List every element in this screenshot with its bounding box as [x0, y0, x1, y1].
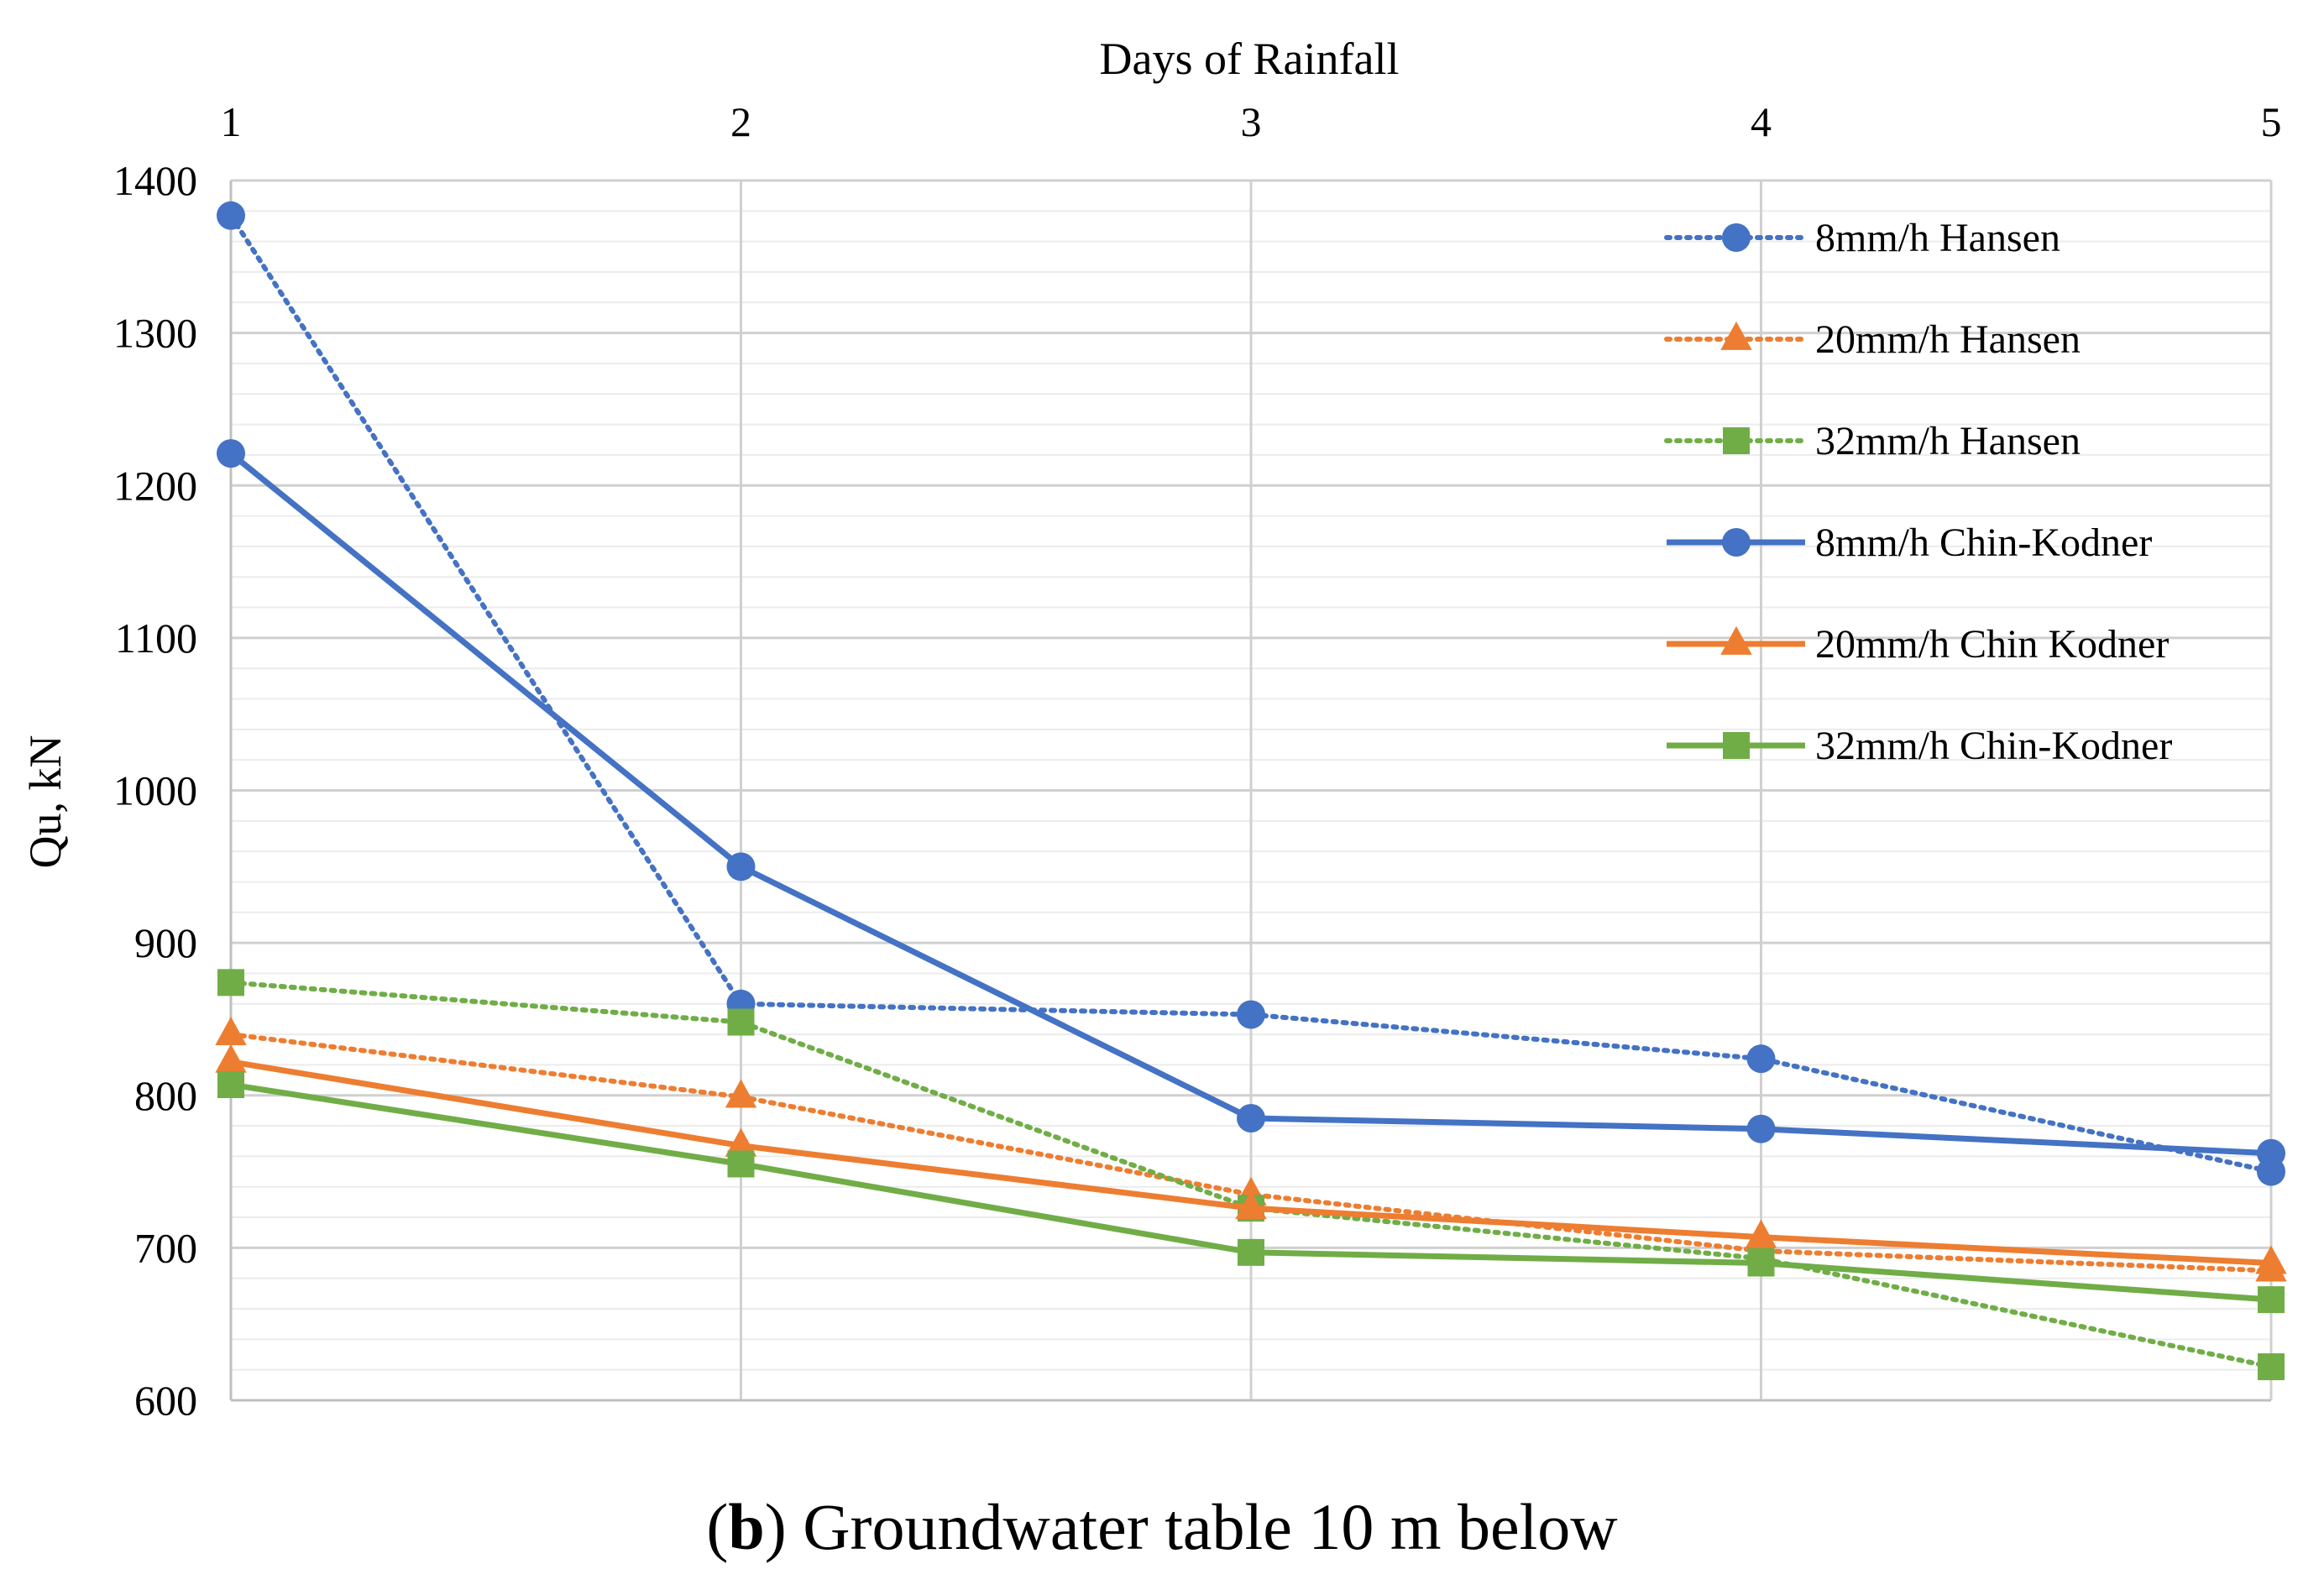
y-tick-label: 1400 — [113, 157, 197, 204]
series-8mm-h-chin-kodner — [217, 439, 2285, 1168]
data-point — [215, 1017, 247, 1046]
data-point — [2258, 1353, 2285, 1381]
y-tick-label: 700 — [134, 1224, 197, 1271]
legend-label: 32mm/h Chin-Kodner — [1815, 724, 2172, 768]
legend-entry: 20mm/h Chin Kodner — [1667, 622, 2169, 667]
x-tick-label: 3 — [1241, 98, 1262, 145]
x-tick-label: 4 — [1751, 98, 1772, 145]
data-point — [2257, 1138, 2285, 1168]
data-point — [1747, 1249, 1775, 1277]
data-point — [215, 1044, 247, 1073]
data-point — [1746, 1114, 1776, 1143]
data-point — [1746, 1044, 1776, 1074]
data-point — [1235, 1190, 1267, 1220]
legend-label: 20mm/h Hansen — [1815, 317, 2081, 362]
data-point — [727, 1008, 755, 1036]
data-point — [217, 969, 244, 997]
x-tick-labels: 1 2 3 4 5 — [221, 98, 2282, 145]
caption-text: Groundwater table 10 m below — [803, 1490, 1617, 1563]
data-point — [1745, 1219, 1777, 1248]
caption-letter: b — [728, 1490, 764, 1563]
y-tick-label: 1200 — [113, 462, 197, 509]
series-32mm-h-chin-kodner — [217, 1071, 2285, 1314]
figure-caption: (b) Groundwater table 10 m below — [706, 1490, 1617, 1563]
data-point — [2258, 1286, 2285, 1314]
data-point — [1237, 1103, 1265, 1133]
x-tick-label: 2 — [730, 98, 751, 145]
data-point — [1237, 1000, 1265, 1029]
legend-marker — [1722, 528, 1751, 557]
legend: 8mm/h Hansen 20mm/h Hansen 32mm/h Hansen 8m… — [1664, 216, 2172, 768]
y-tick-labels: 600 700 800 900 1000 1100 1200 1300 1400 — [113, 157, 197, 1424]
y-tick-label: 600 — [134, 1377, 197, 1424]
caption-close-paren: ) — [765, 1490, 803, 1563]
legend-entry: 8mm/h Hansen — [1664, 216, 2060, 260]
y-tick-label: 900 — [134, 919, 197, 966]
legend-label: 20mm/h Chin Kodner — [1815, 622, 2169, 667]
x-axis-title: Days of Rainfall — [1100, 34, 1400, 84]
legend-entry: 32mm/h Chin-Kodner — [1667, 724, 2172, 768]
data-point — [217, 201, 245, 230]
legend-marker — [1723, 427, 1750, 454]
legend-entry: 32mm/h Hansen — [1664, 419, 2081, 463]
x-tick-label: 1 — [221, 98, 242, 145]
data-point — [725, 1127, 757, 1157]
legend-marker — [1720, 321, 1752, 350]
legend-label: 8mm/h Chin-Kodner — [1815, 520, 2152, 565]
legend-marker — [1720, 625, 1752, 655]
legend-marker — [1722, 223, 1751, 252]
legend-label: 32mm/h Hansen — [1815, 419, 2081, 463]
series-line — [228, 980, 2274, 1370]
data-point — [217, 439, 245, 468]
y-tick-label: 1300 — [113, 310, 197, 357]
legend-entry: 8mm/h Chin-Kodner — [1667, 520, 2152, 565]
axes — [229, 180, 2271, 1402]
legend-label: 8mm/h Hansen — [1815, 216, 2060, 260]
y-tick-label: 1000 — [113, 767, 197, 814]
legend-entry: 20mm/h Hansen — [1664, 317, 2081, 362]
data-point — [727, 1150, 755, 1178]
y-tick-label: 800 — [134, 1072, 197, 1119]
data-point — [725, 1079, 757, 1108]
caption-open-paren: ( — [706, 1490, 728, 1563]
series-8mm-h-hansen — [217, 201, 2285, 1186]
y-tick-label: 1100 — [115, 615, 197, 662]
data-point — [726, 852, 756, 881]
legend-marker — [1723, 732, 1750, 759]
data-point — [2255, 1245, 2287, 1274]
series-20mm-h-chin-kodner — [215, 1044, 2287, 1274]
y-axis-title: Qu, kN — [20, 735, 71, 869]
series-layer — [215, 201, 2287, 1381]
x-tick-label: 5 — [2261, 98, 2282, 145]
data-point — [217, 1071, 244, 1099]
data-point — [1238, 1238, 1264, 1266]
